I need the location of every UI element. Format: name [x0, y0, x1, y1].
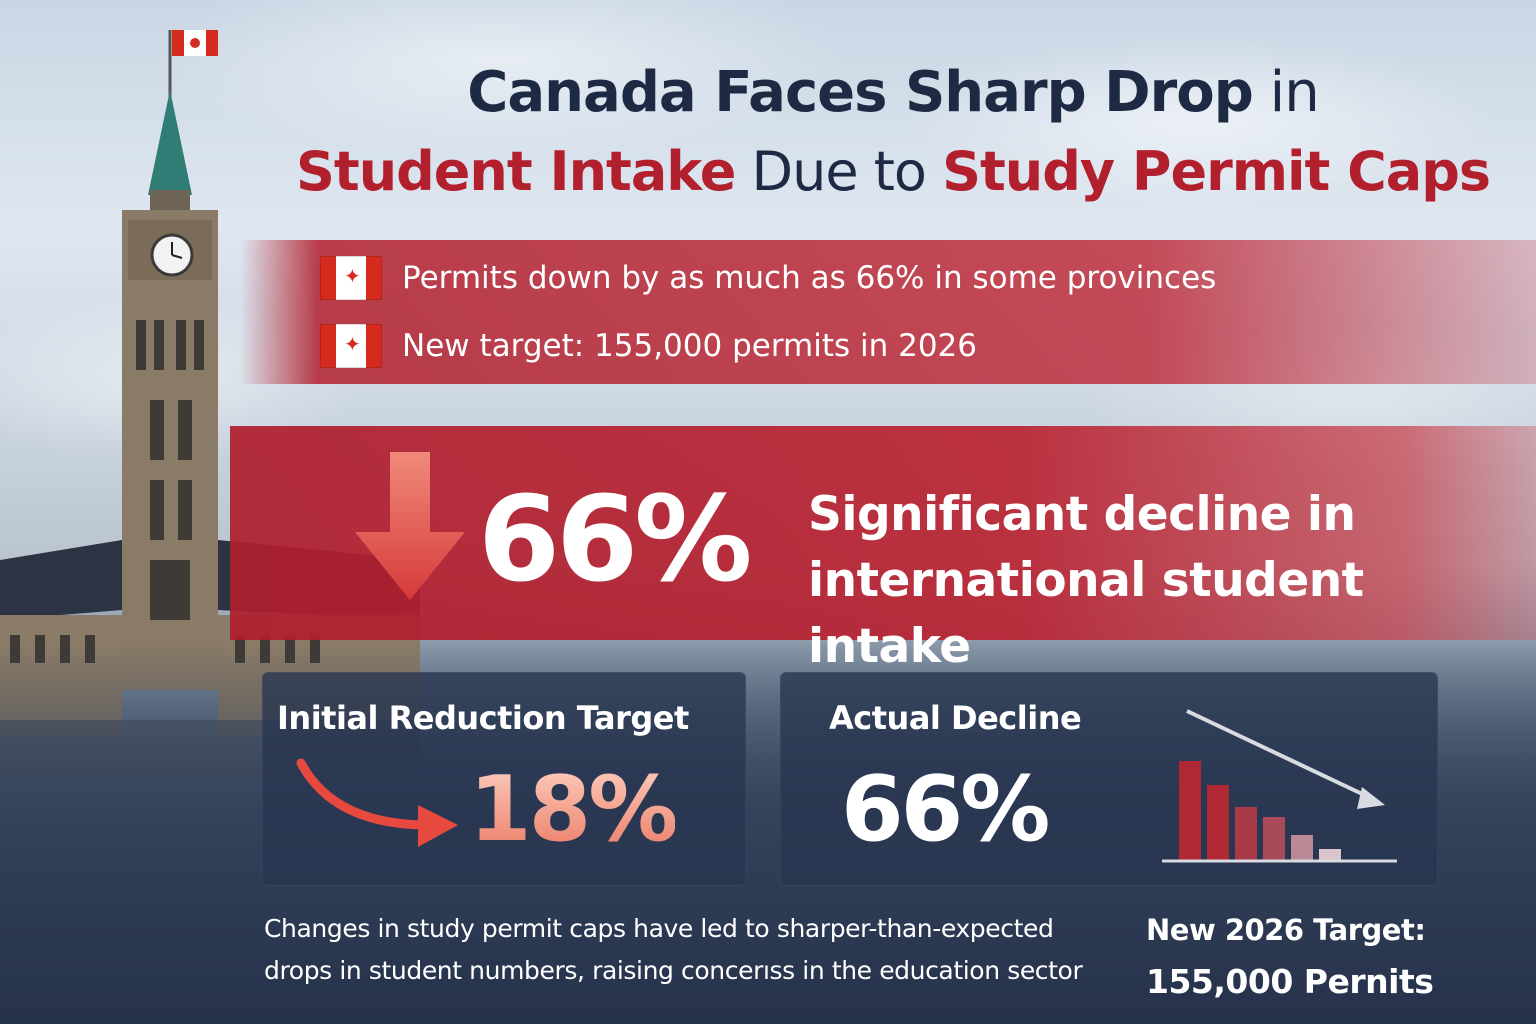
declining-bar-chart-icon [1162, 709, 1397, 863]
banner-caption: Significant decline in international stu… [808, 487, 1364, 674]
actual-decline-card: Actual Decline 66% [780, 672, 1438, 886]
bullet-band: ✦ Permits down by as much as 66% in some… [240, 240, 1536, 384]
curved-arrow-icon [296, 758, 458, 847]
big-percent: 66% [478, 470, 752, 608]
canada-flag-icon: ✦ [320, 256, 382, 300]
bullet-item: ✦ New target: 155,000 permits in 2026 [320, 324, 977, 368]
bullet-item: ✦ Permits down by as much as 66% in some… [320, 256, 1216, 300]
footnote-text: Changes in study permit caps have led to… [264, 914, 1083, 985]
card-title: Actual Decline [829, 699, 1082, 737]
card-value: 18% [469, 757, 678, 862]
initial-target-card: Initial Reduction Target 18% [262, 672, 746, 886]
down-arrow-icon [355, 452, 465, 600]
canada-flag-icon: ✦ [320, 324, 382, 368]
card-value: 66% [841, 757, 1050, 862]
card-title: Initial Reduction Target [277, 699, 689, 737]
new-target-label: New 2026 Target: 155,000 Pernits [1146, 913, 1434, 1001]
headline-line-2: Student Intake Due to Study Permit Caps [296, 140, 1491, 203]
headline-line-1: Canada Faces Sharp Drop in [467, 60, 1319, 125]
